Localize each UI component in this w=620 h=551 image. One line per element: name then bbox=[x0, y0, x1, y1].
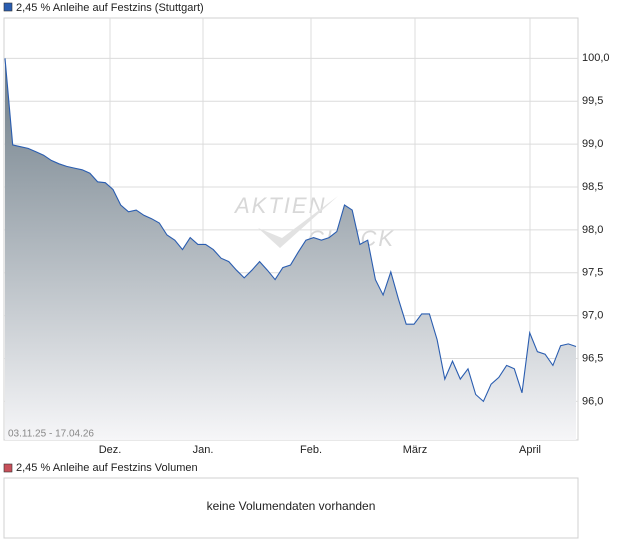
x-tick-label: Feb. bbox=[300, 444, 322, 456]
y-tick-label: 99,5 bbox=[582, 95, 603, 107]
y-tick-label: 99,0 bbox=[582, 138, 603, 150]
volume-panel bbox=[3, 477, 579, 539]
x-tick-label: April bbox=[519, 444, 541, 456]
x-tick-label: Jan. bbox=[193, 444, 214, 456]
y-tick-label: 96,5 bbox=[582, 352, 603, 364]
x-tick-label: März bbox=[403, 444, 427, 456]
y-tick-label: 100,0 bbox=[582, 52, 610, 64]
y-tick-label: 98,5 bbox=[582, 181, 603, 193]
y-tick-label: 98,0 bbox=[582, 224, 603, 236]
legend-label: 2,45 % Anleihe auf Festzins Volumen bbox=[16, 462, 198, 474]
watermark: AKTIEN bbox=[233, 193, 326, 218]
volume-message: keine Volumendaten vorhanden bbox=[207, 499, 376, 513]
date-range: 03.11.25 - 17.04.26 bbox=[8, 429, 94, 440]
legend-swatch bbox=[3, 2, 13, 12]
area bbox=[5, 58, 576, 441]
y-tick-label: 97,0 bbox=[582, 310, 603, 322]
price-line bbox=[4, 58, 577, 403]
x-tick-label: Dez. bbox=[99, 444, 122, 456]
legend-swatch bbox=[3, 463, 13, 473]
y-tick-label: 97,5 bbox=[582, 267, 603, 279]
y-tick-label: 96,0 bbox=[582, 395, 603, 407]
legend-label: 2,45 % Anleihe auf Festzins (Stuttgart) bbox=[16, 2, 204, 14]
